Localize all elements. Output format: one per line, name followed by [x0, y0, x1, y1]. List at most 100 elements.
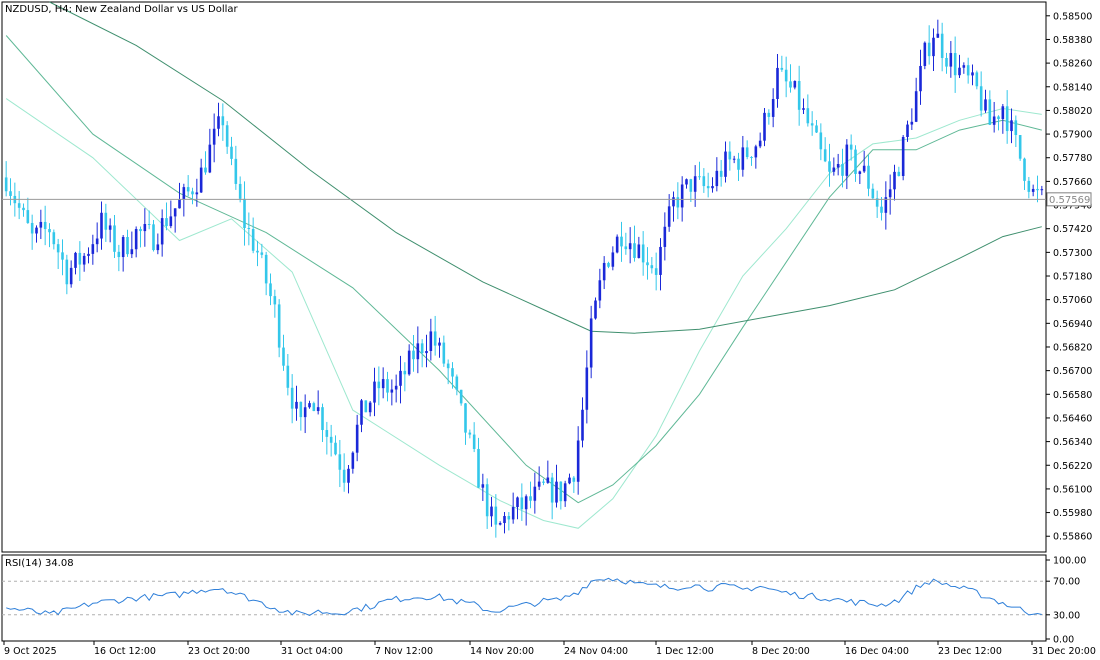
rsi-tick-label: 0.00 [1053, 635, 1074, 646]
candle-bull [108, 225, 112, 230]
candle-bear [940, 33, 944, 58]
candle-bull [360, 400, 363, 425]
candle-bull [368, 402, 372, 413]
rsi-axis: 100.00 70.00 30.00 0.00 [1046, 556, 1086, 646]
candle-bull [407, 350, 411, 375]
candle-bear [269, 283, 272, 297]
candle-bear [243, 198, 246, 228]
candle-bull [429, 331, 433, 352]
candle-bear [650, 265, 654, 269]
candle-bear [719, 170, 723, 177]
candle-bear [1005, 106, 1009, 132]
candle-bear [230, 146, 233, 159]
candle-bull [845, 144, 849, 176]
time-tick-label: 31 Dec 20:00 [1032, 646, 1096, 657]
price-tick-label: 0.56820 [1053, 342, 1092, 353]
candle-bull [693, 176, 697, 192]
candle-bear [1018, 135, 1022, 159]
time-tick-label: 16 Oct 12:00 [94, 646, 156, 657]
candle-bear [1014, 120, 1018, 136]
candle-bull [516, 497, 519, 508]
candle-bull [1031, 188, 1035, 192]
candle-bull [949, 53, 953, 67]
moving-average-line [5, 98, 1042, 529]
candle-bear [854, 149, 857, 174]
candle-bear [446, 363, 450, 369]
candle-bear [22, 207, 25, 211]
candle-bull [936, 33, 940, 38]
candle-bull [546, 477, 550, 483]
candle-bear [221, 116, 225, 126]
candle-bull [724, 151, 727, 177]
candle-bear [871, 188, 875, 199]
candle-bull [836, 164, 840, 168]
price-tick-label: 0.56460 [1053, 413, 1092, 424]
candle-bear [43, 221, 47, 230]
candle-bear [117, 251, 121, 258]
candle-bear [52, 232, 56, 245]
candle-bull [1040, 189, 1044, 191]
candles [4, 19, 1044, 538]
candle-bear [815, 125, 818, 133]
candle-bear [654, 268, 658, 275]
candle-bull [793, 80, 797, 88]
candle-bull [962, 65, 966, 68]
candle-bear [455, 376, 459, 390]
price-tick-label: 0.58380 [1053, 35, 1092, 46]
candle-bear [810, 123, 814, 126]
candle-bear [559, 481, 563, 502]
candle-bull [615, 236, 619, 253]
candle-bull [173, 208, 177, 217]
price-tick-label: 0.55860 [1053, 532, 1092, 543]
price-tick-label: 0.57180 [1053, 272, 1092, 283]
candle-bear [364, 400, 368, 413]
candle-bear [48, 229, 51, 233]
candle-bear [321, 407, 324, 431]
current-price-tag [1046, 192, 1092, 207]
candle-bull [316, 407, 320, 412]
candle-bear [442, 342, 446, 364]
candle-bull [555, 481, 558, 503]
candle-bull [971, 72, 974, 76]
rsi-tick-label: 100.00 [1053, 556, 1086, 567]
candle-bull [347, 468, 350, 483]
candle-bull [121, 237, 125, 258]
candle-bear [819, 132, 823, 150]
price-panel-frame [1, 1, 1047, 553]
candle-bear [927, 42, 931, 57]
candle-bear [849, 144, 853, 150]
rsi-title: RSI(14) 34.08 [5, 558, 74, 569]
candle-bull [663, 226, 667, 247]
candle-bear [745, 147, 749, 158]
chart-title: NZDUSD, H4: New Zealand Dollar vs US Dol… [5, 4, 239, 15]
time-tick-label: 16 Dec 04:00 [845, 646, 909, 657]
candle-bear [897, 171, 901, 176]
rsi-tick-label: 70.00 [1053, 577, 1080, 588]
candle-bear [620, 236, 623, 247]
candle-bull [143, 224, 147, 232]
candle-bear [17, 203, 21, 208]
candle-bear [126, 237, 129, 255]
candle-bear [823, 149, 827, 162]
candle-bear [676, 197, 680, 208]
candle-bull [919, 65, 922, 92]
price-tick-label: 0.57300 [1053, 248, 1092, 259]
candle-bull [308, 403, 311, 408]
price-tick-label: 0.57060 [1053, 295, 1092, 306]
candle-bull [901, 136, 905, 176]
moving-average-line [49, 1, 1042, 334]
candle-bear [113, 225, 116, 252]
candle-bear [485, 484, 489, 517]
rsi-line [6, 577, 1042, 616]
candle-bear [299, 401, 303, 418]
candle-bull [672, 197, 675, 207]
candle-bull [169, 216, 173, 227]
candle-bull [91, 244, 95, 254]
candle-bear [139, 228, 142, 232]
candle-bear [277, 304, 281, 348]
candle-bull [160, 218, 164, 245]
candle-bull [498, 523, 502, 525]
candle-bull [511, 507, 515, 520]
time-tick-label: 8 Dec 20:00 [752, 646, 810, 657]
